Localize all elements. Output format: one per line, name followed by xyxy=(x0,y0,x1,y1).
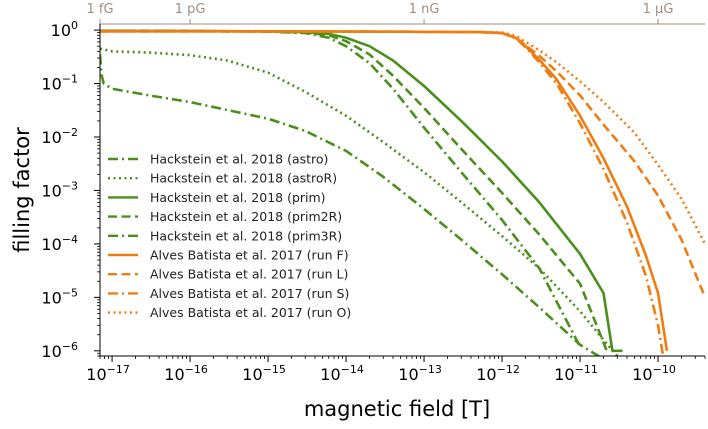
legend-label: Alves Batista et al. 2017 (run L) xyxy=(150,267,348,282)
x-tick-label: 10−10 xyxy=(632,363,676,384)
top-axis: 1 fG 1 pG 1 nG 1 μG xyxy=(86,2,705,25)
legend-label: Alves Batista et al. 2017 (run S) xyxy=(150,286,349,301)
top-tick-label: 1 nG xyxy=(409,2,440,17)
legend: Hackstein et al. 2018 (astro) Hackstein e… xyxy=(108,152,351,320)
x-tick-label-exponent: −17 xyxy=(107,363,130,376)
x-tick-label: 10−13 xyxy=(398,363,442,384)
series-line-8 xyxy=(100,29,665,356)
y-tick-label-exponent: −6 xyxy=(62,340,78,353)
legend-label: Hackstein et al. 2018 (astroR) xyxy=(150,171,337,186)
legend-label: Hackstein et al. 2018 (astro) xyxy=(150,152,328,167)
axes-frame xyxy=(99,24,705,357)
x-tick-label-exponent: −16 xyxy=(185,363,208,376)
y-tick-label-base: 10 xyxy=(41,235,61,254)
x-tick-label-base: 10 xyxy=(476,365,496,384)
legend-label: Alves Batista et al. 2017 (run F) xyxy=(150,248,349,263)
y-tick-label-exponent: −3 xyxy=(62,179,78,192)
x-tick-label-exponent: −11 xyxy=(575,363,598,376)
y-tick-label: 10−1 xyxy=(41,73,78,94)
top-tick-label: 1 μG xyxy=(643,2,674,17)
x-tick-label: 10−17 xyxy=(86,363,130,384)
x-tick-label-exponent: −10 xyxy=(653,363,676,376)
y-tick-label: 10−5 xyxy=(41,286,78,307)
x-tick-label-exponent: −13 xyxy=(419,363,442,376)
y-tick-label-exponent: −4 xyxy=(62,233,78,246)
x-tick-label-base: 10 xyxy=(242,365,262,384)
series-lines xyxy=(100,29,705,356)
y-tick-label-base: 10 xyxy=(41,128,61,147)
y-tick-label: 10−4 xyxy=(41,233,78,254)
legend-label: Hackstein et al. 2018 (prim3R) xyxy=(150,228,342,243)
y-axis-label: filling factor xyxy=(10,127,34,253)
x-tick-label: 10−14 xyxy=(320,363,364,384)
y-tick-label-base: 10 xyxy=(41,342,61,361)
y-tick-label: 100 xyxy=(51,19,78,40)
x-tick-label-base: 10 xyxy=(554,365,574,384)
y-tick-label: 10−2 xyxy=(41,126,78,147)
x-tick-label: 10−12 xyxy=(476,363,520,384)
x-tick-label: 10−16 xyxy=(164,363,208,384)
y-tick-label-base: 10 xyxy=(41,288,61,307)
series-line-9 xyxy=(100,29,705,245)
series-line-4 xyxy=(100,29,608,352)
y-tick-label-exponent: −2 xyxy=(62,126,78,139)
x-tick-label-base: 10 xyxy=(398,365,418,384)
x-tick-label-exponent: −14 xyxy=(341,363,364,376)
x-tick-label-base: 10 xyxy=(86,365,106,384)
x-tick-label-base: 10 xyxy=(320,365,340,384)
x-tick-label: 10−11 xyxy=(554,363,598,384)
x-tick-label-exponent: −15 xyxy=(263,363,286,376)
y-tick-label-exponent: −5 xyxy=(62,286,78,299)
legend-label: Hackstein et al. 2018 (prim2R) xyxy=(150,209,342,224)
legend-label: Alves Batista et al. 2017 (run O) xyxy=(150,305,351,320)
top-tick-label: 1 pG xyxy=(175,2,206,17)
y-tick-label-exponent: 0 xyxy=(71,19,78,32)
y-tick-label-base: 10 xyxy=(51,21,71,40)
axis-ticks: 10−17 10−16 10−15 10−14 10−13 10−12 10−11 10−10… xyxy=(41,19,706,384)
legend-label: Hackstein et al. 2018 (prim) xyxy=(150,190,326,205)
series-line-1 xyxy=(100,54,601,356)
top-tick-label: 1 fG xyxy=(86,2,113,17)
x-axis-label: magnetic field [T] xyxy=(304,397,490,421)
y-tick-label-base: 10 xyxy=(41,75,61,94)
y-tick-label: 10−3 xyxy=(41,179,78,200)
y-tick-label-base: 10 xyxy=(41,181,61,200)
y-tick-label-exponent: −1 xyxy=(62,73,78,86)
x-tick-label-exponent: −12 xyxy=(497,363,520,376)
x-tick-label-base: 10 xyxy=(632,365,652,384)
x-tick-label-base: 10 xyxy=(164,365,184,384)
x-tick-label: 10−15 xyxy=(242,363,286,384)
y-tick-label: 10−6 xyxy=(41,340,78,361)
